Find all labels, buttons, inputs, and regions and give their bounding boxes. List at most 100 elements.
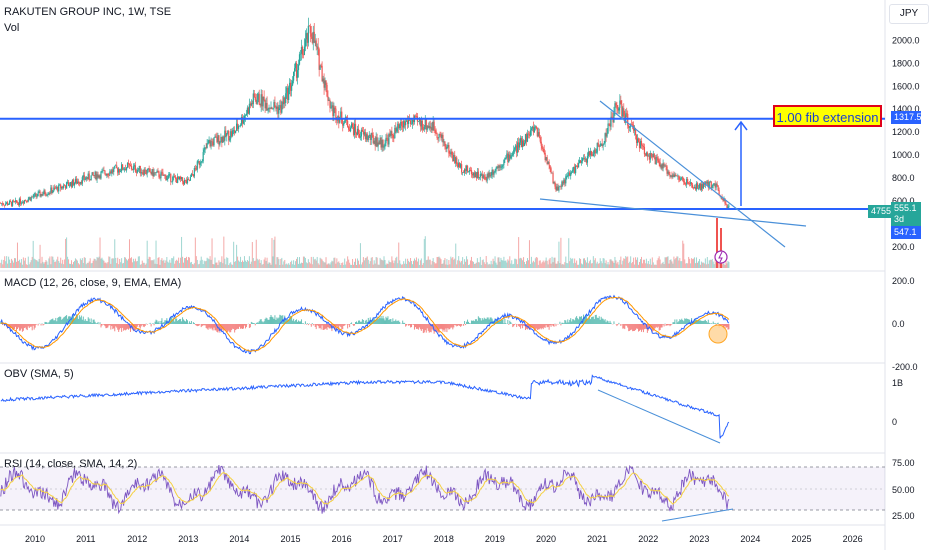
- candle-body: [506, 153, 508, 158]
- macd-histogram-bar: [663, 324, 665, 327]
- volume-bar: [324, 262, 326, 268]
- volume-bar: [577, 264, 579, 268]
- volume-bar: [618, 264, 620, 268]
- volume-bar: [129, 258, 131, 268]
- candle-body: [256, 99, 258, 104]
- candle-body: [389, 133, 391, 136]
- candle-body: [171, 181, 173, 183]
- macd-histogram-bar: [112, 324, 114, 330]
- macd-histogram-bar: [703, 320, 705, 324]
- volume-bar: [234, 261, 236, 268]
- rsi-label[interactable]: RSI (14, close, SMA, 14, 2): [4, 458, 138, 470]
- candle-body: [1, 203, 3, 204]
- macd-histogram-bar: [632, 324, 634, 332]
- year-axis-tick: 2021: [587, 534, 607, 544]
- candle-body: [155, 172, 157, 174]
- price-axis-tick: 1200.0: [892, 127, 920, 137]
- candle-body: [66, 182, 69, 183]
- macd-histogram-bar: [321, 324, 323, 326]
- volume-bar: [48, 258, 50, 268]
- volume-bar: [15, 261, 17, 268]
- year-axis-tick: 2011: [76, 534, 95, 544]
- currency-button[interactable]: JPY: [889, 4, 929, 24]
- macd-histogram-bar: [345, 324, 347, 325]
- candle-body: [406, 120, 408, 122]
- macd-histogram-bar: [562, 322, 564, 324]
- candle-body: [555, 186, 557, 191]
- rsi-trendline: [661, 508, 734, 522]
- volume-bar: [502, 260, 504, 268]
- volume-bar: [290, 261, 292, 268]
- macd-histogram-bar: [365, 319, 367, 324]
- candle-body: [46, 194, 48, 196]
- volume-bar: [36, 260, 38, 268]
- candle-body: [192, 174, 194, 177]
- candle-body: [208, 140, 210, 144]
- volume-bar: [543, 262, 545, 268]
- volume-bar: [598, 263, 600, 268]
- candle-body: [545, 157, 547, 161]
- macd-histogram-bar: [465, 324, 467, 326]
- macd-histogram-bar: [355, 322, 357, 324]
- volume-bar: [339, 263, 341, 268]
- macd-histogram-bar: [196, 324, 198, 327]
- candle-body: [165, 175, 167, 181]
- macd-histogram-bar: [706, 322, 708, 324]
- candle-body: [431, 127, 433, 131]
- macd-histogram-bar: [48, 322, 50, 324]
- candle-body: [546, 157, 548, 165]
- macd-histogram-bar: [665, 324, 667, 326]
- volume-bar: [475, 262, 477, 268]
- macd-histogram-bar: [527, 324, 529, 329]
- volume-bar: [369, 261, 371, 268]
- candle-body: [645, 152, 647, 156]
- volume-bar: [458, 256, 460, 268]
- macd-histogram-bar: [565, 320, 567, 324]
- candle-body: [574, 166, 576, 174]
- volume-bar: [208, 259, 210, 268]
- macd-histogram-bar: [723, 324, 725, 330]
- candle-body: [145, 173, 147, 175]
- volume-bar: [433, 261, 435, 268]
- obv-label[interactable]: OBV (SMA, 5): [4, 368, 74, 380]
- macd-histogram-bar: [654, 324, 656, 329]
- candle-body: [106, 173, 108, 176]
- volume-bar: [150, 260, 152, 268]
- macd-histogram-bar: [547, 324, 549, 327]
- candle-body: [610, 116, 612, 127]
- macd-histogram-bar: [209, 324, 211, 330]
- volume-bar: [672, 263, 674, 268]
- volume-bar: [466, 256, 468, 268]
- candle-body: [340, 111, 342, 118]
- macd-histogram-bar: [276, 317, 278, 324]
- macd-histogram-bar: [255, 322, 257, 324]
- macd-histogram-bar: [618, 322, 620, 324]
- candle-body: [95, 171, 97, 180]
- fib-extension-annotation[interactable]: 1.00 fib extension: [773, 105, 882, 127]
- candle-body: [424, 119, 426, 128]
- candle-body: [11, 200, 14, 206]
- volume-bar: [252, 258, 254, 268]
- volume-bar: [220, 261, 222, 268]
- volume-bar: [432, 258, 434, 268]
- macd-histogram-bar: [222, 324, 224, 330]
- macd-histogram-bar: [197, 324, 199, 326]
- macd-histogram-bar: [424, 324, 426, 331]
- macd-histogram-bar: [367, 317, 369, 324]
- candle-body: [576, 165, 578, 167]
- price-axis-tick: 2000.0: [892, 35, 920, 45]
- macd-label[interactable]: MACD (12, 26, close, 9, EMA, EMA): [4, 277, 182, 289]
- macd-histogram-bar: [77, 318, 79, 324]
- candle-body: [492, 169, 494, 175]
- macd-histogram-bar: [469, 323, 471, 324]
- candle-body: [220, 136, 222, 143]
- volume-bar: [625, 256, 627, 268]
- candle-body: [478, 177, 480, 178]
- candle-body: [190, 173, 193, 177]
- macd-histogram-bar: [178, 320, 180, 324]
- macd-histogram-bar: [64, 316, 66, 324]
- candle-body: [33, 193, 35, 197]
- candle-body: [504, 158, 506, 160]
- volume-bar: [269, 262, 271, 268]
